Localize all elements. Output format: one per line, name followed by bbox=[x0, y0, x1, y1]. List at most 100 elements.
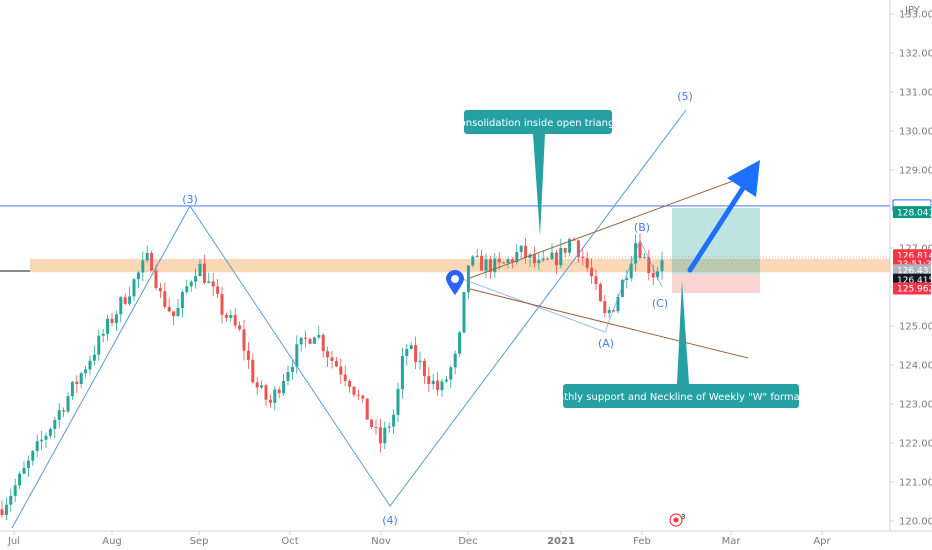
triangle-upper-line[interactable] bbox=[469, 173, 753, 279]
candle-body bbox=[286, 372, 290, 381]
x-tick-label: Feb bbox=[633, 536, 651, 547]
candle-body bbox=[603, 301, 607, 314]
elliott-wave-line[interactable] bbox=[11, 109, 687, 529]
candle-body bbox=[224, 314, 228, 318]
candle-body bbox=[458, 332, 462, 354]
candle-body bbox=[238, 325, 242, 330]
candle-body bbox=[616, 296, 620, 312]
y-tick-label: 133.000 bbox=[899, 10, 932, 21]
candle-body bbox=[13, 485, 17, 496]
candle-body bbox=[374, 427, 378, 429]
candle-body bbox=[541, 258, 545, 261]
candle-body bbox=[0, 509, 4, 516]
candle-body bbox=[128, 296, 132, 304]
candle-body bbox=[132, 279, 136, 297]
candle-body bbox=[339, 366, 343, 375]
price-tag: 125.962 bbox=[893, 282, 932, 295]
callout-support[interactable]: Monthly support and Neckline of Weekly "… bbox=[543, 281, 819, 408]
x-tick-label: Aug bbox=[102, 536, 122, 547]
x-tick-label: Sep bbox=[190, 536, 209, 547]
projection-arrow[interactable] bbox=[687, 160, 760, 273]
target-box-profit[interactable] bbox=[672, 208, 760, 274]
candle-body bbox=[202, 263, 206, 283]
candle-body bbox=[308, 338, 312, 344]
wave-label-b: (B) bbox=[634, 221, 650, 234]
y-tick-label: 127.000 bbox=[899, 244, 932, 255]
candle-body bbox=[57, 410, 61, 420]
candle-body bbox=[40, 439, 44, 442]
event-badge[interactable]: 3 bbox=[669, 513, 685, 527]
candle-body bbox=[233, 315, 237, 326]
candle-body bbox=[352, 386, 356, 395]
candle-body bbox=[264, 385, 268, 400]
candle-body bbox=[515, 252, 519, 263]
candle-body bbox=[220, 293, 224, 315]
candle-body bbox=[158, 287, 162, 292]
candle-body bbox=[638, 243, 642, 259]
candle-body bbox=[502, 262, 506, 264]
price-tag: 128.043 bbox=[893, 206, 932, 218]
candle-body bbox=[97, 335, 101, 355]
target-box-stop[interactable] bbox=[672, 274, 760, 293]
candle-body bbox=[255, 382, 259, 388]
candle-body bbox=[150, 253, 154, 271]
candle-body bbox=[361, 395, 365, 399]
candle-body bbox=[312, 337, 316, 344]
candle-body bbox=[625, 278, 629, 280]
candle-body bbox=[651, 272, 655, 278]
price-tag-label: 126.814 bbox=[897, 251, 932, 261]
support-zone[interactable] bbox=[30, 258, 890, 273]
candle-body bbox=[189, 281, 193, 287]
candle-body bbox=[343, 374, 347, 382]
candle-body bbox=[475, 255, 479, 257]
y-tick-label: 129.000 bbox=[899, 166, 932, 177]
candle-body bbox=[317, 334, 321, 338]
wave-label-c: (C) bbox=[652, 297, 668, 310]
candle-body bbox=[101, 333, 105, 336]
currency-label: JPY bbox=[904, 5, 921, 16]
wave-label-3: (3) bbox=[182, 193, 198, 206]
candle-body bbox=[576, 240, 580, 257]
candle-body bbox=[594, 276, 598, 285]
candle-body bbox=[242, 329, 246, 351]
candle-body bbox=[414, 345, 418, 363]
candle-body bbox=[647, 257, 651, 273]
candle-body bbox=[216, 286, 220, 294]
candle-body bbox=[180, 291, 184, 308]
x-tick-label: Apr bbox=[813, 536, 831, 547]
candle-body bbox=[290, 366, 294, 373]
candle-body bbox=[427, 376, 431, 384]
candle-body bbox=[506, 259, 510, 263]
candle-body bbox=[229, 315, 233, 318]
candle-body bbox=[106, 318, 110, 334]
candle-body bbox=[392, 414, 396, 427]
candle-body bbox=[466, 265, 470, 293]
candle-body bbox=[70, 381, 74, 397]
callout-triangle[interactable]: Consolidation inside open triangle bbox=[453, 110, 624, 236]
candle-body bbox=[620, 279, 624, 297]
candle-body bbox=[92, 354, 96, 361]
candle-body bbox=[471, 256, 475, 266]
candle-body bbox=[550, 252, 554, 260]
location-marker-icon[interactable] bbox=[446, 270, 464, 295]
x-tick-label: 2021 bbox=[547, 536, 575, 547]
x-tick-label: Mar bbox=[722, 536, 742, 547]
candle-body bbox=[480, 255, 484, 271]
candle-body bbox=[141, 260, 145, 273]
y-tick-label: 125.000 bbox=[899, 322, 932, 333]
candle-body bbox=[185, 286, 189, 292]
candle-body bbox=[198, 263, 202, 277]
triangle-lower-line[interactable] bbox=[469, 288, 749, 359]
candle-body bbox=[84, 369, 88, 374]
candle-body bbox=[488, 259, 492, 273]
candle-body bbox=[378, 427, 382, 444]
candle-body bbox=[607, 310, 611, 314]
candle-body bbox=[4, 504, 8, 516]
callout-support-text: Monthly support and Neckline of Weekly "… bbox=[543, 392, 819, 403]
candle-body bbox=[559, 248, 563, 266]
candle-body bbox=[273, 389, 277, 403]
candle-body bbox=[260, 385, 264, 388]
candle-body bbox=[387, 426, 391, 428]
x-tick-label: Dec bbox=[458, 536, 477, 547]
